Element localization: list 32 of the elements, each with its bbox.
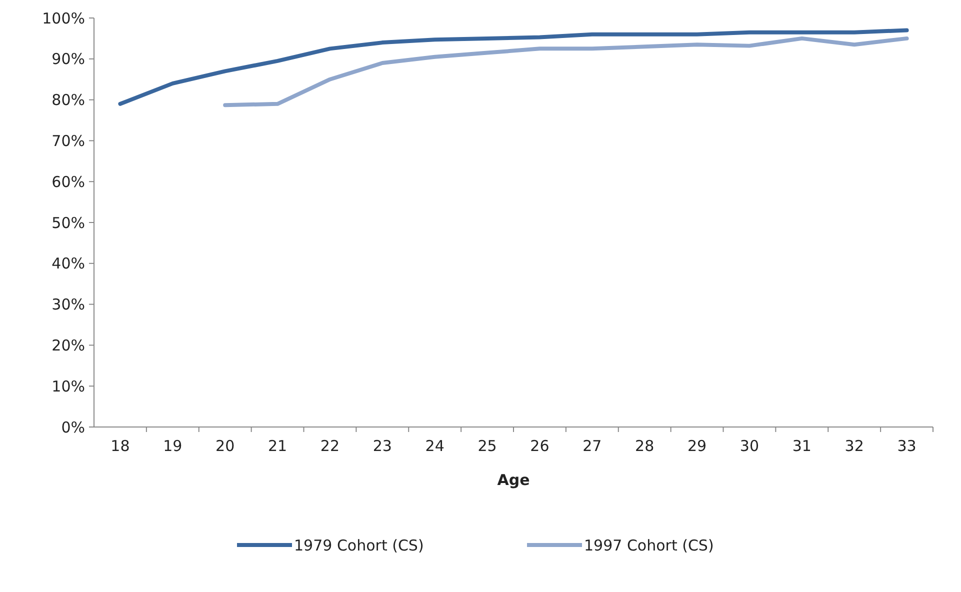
legend-label: 1979 Cohort (CS) (294, 536, 424, 554)
x-tick-label: 31 (792, 437, 812, 455)
x-tick-label: 29 (687, 437, 707, 455)
y-tick-label: 90% (52, 50, 85, 68)
x-tick-label: 20 (216, 437, 235, 455)
x-tick-label: 30 (740, 437, 760, 455)
line-series (118, 28, 909, 106)
x-tick-label: 33 (897, 437, 916, 455)
line-series (223, 36, 909, 108)
y-tick-label: 60% (52, 172, 85, 191)
y-tick-label: 50% (52, 214, 85, 232)
x-tick-label: 24 (425, 437, 444, 455)
y-tick-label: 10% (52, 377, 85, 396)
y-tick-label: 40% (52, 254, 85, 273)
x-tick-label: 19 (163, 437, 182, 455)
y-tick-label: 0% (61, 418, 85, 436)
x-tick-label: 18 (110, 437, 130, 455)
y-tick-label: 70% (52, 132, 85, 150)
x-tick-label: 22 (320, 437, 340, 455)
y-tick-label: 30% (52, 296, 85, 314)
legend-label: 1997 Cohort (CS) (584, 536, 714, 554)
x-tick-label: 28 (635, 437, 654, 455)
x-tick-label: 32 (844, 437, 864, 455)
x-tick-label: 26 (530, 437, 550, 455)
x-tick-label: 21 (268, 437, 288, 455)
x-axis-title: Age (497, 471, 530, 489)
y-tick-label: 100% (42, 9, 85, 28)
y-tick-label: 20% (52, 336, 85, 354)
x-tick-label: 27 (582, 437, 602, 455)
y-tick-label: 80% (52, 91, 85, 110)
x-tick-label: 23 (372, 437, 392, 455)
x-tick-label: 25 (478, 437, 497, 455)
